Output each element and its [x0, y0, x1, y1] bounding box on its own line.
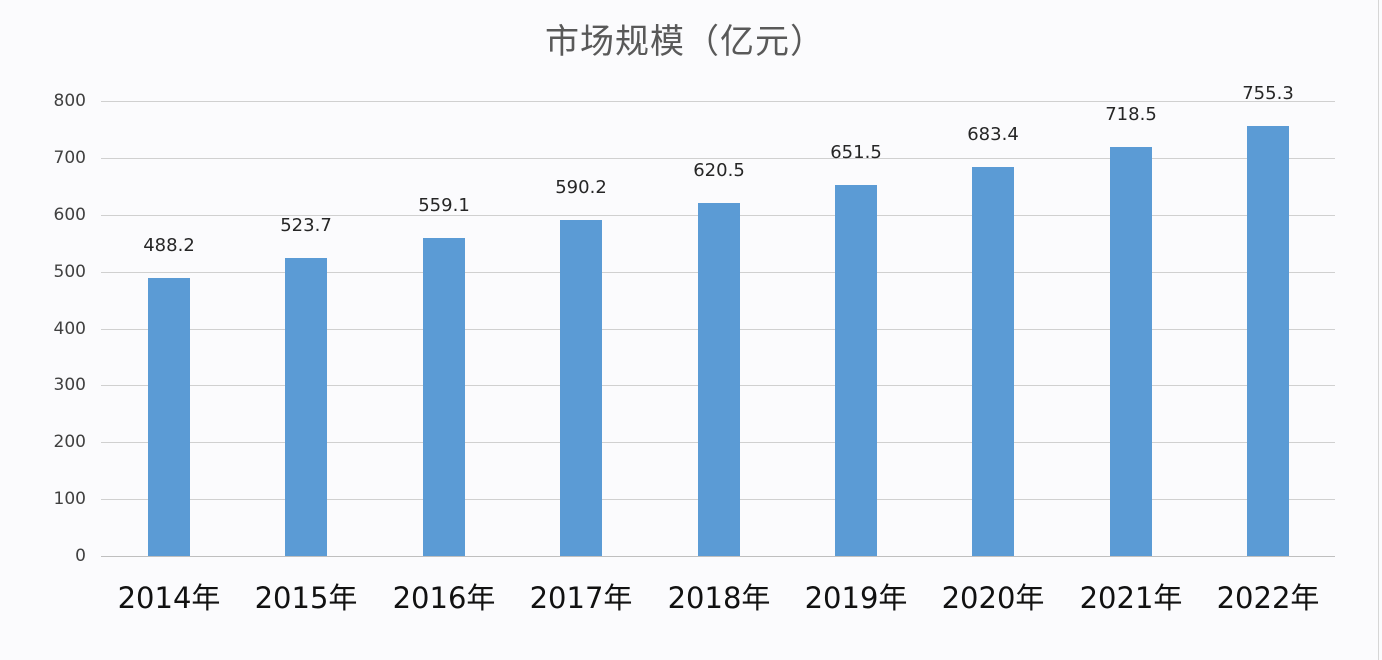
gridline — [101, 158, 1335, 159]
x-tick-label: 2022年 — [1216, 581, 1320, 615]
data-label: 718.5 — [1105, 104, 1157, 125]
data-label: 590.2 — [555, 177, 607, 198]
gridline — [101, 101, 1335, 102]
x-tick-label: 2018年 — [667, 581, 771, 615]
y-tick-label: 700 — [53, 148, 86, 168]
y-tick-label: 0 — [75, 546, 86, 566]
bar-2014 — [148, 278, 190, 556]
bar-2017 — [560, 220, 602, 556]
y-tick-label: 400 — [53, 319, 86, 339]
data-label: 755.3 — [1242, 83, 1294, 104]
data-label: 559.1 — [418, 195, 470, 216]
bar-2016 — [423, 238, 465, 556]
y-tick-label: 800 — [53, 91, 86, 111]
data-label: 620.5 — [693, 160, 745, 181]
bar-2021 — [1110, 147, 1152, 556]
y-tick-label: 200 — [53, 432, 86, 452]
bar-2022 — [1247, 126, 1289, 556]
x-tick-label: 2020年 — [941, 581, 1045, 615]
bar-2018 — [698, 203, 740, 556]
x-tick-label: 2019年 — [804, 581, 908, 615]
y-tick-label: 300 — [53, 375, 86, 395]
x-tick-label: 2017年 — [529, 581, 633, 615]
chart-title: 市场规模（亿元） — [545, 22, 825, 62]
x-tick-label: 2015年 — [254, 581, 358, 615]
data-label: 523.7 — [280, 215, 332, 236]
window-edge-divider — [1378, 0, 1379, 660]
bar-2015 — [285, 258, 327, 556]
x-tick-label: 2016年 — [392, 581, 496, 615]
y-tick-label: 600 — [53, 205, 86, 225]
data-label: 488.2 — [143, 235, 195, 256]
y-tick-label: 100 — [53, 489, 86, 509]
data-label: 651.5 — [830, 142, 882, 163]
x-tick-label: 2014年 — [117, 581, 221, 615]
bar-2020 — [972, 167, 1014, 556]
bar-2019 — [835, 185, 877, 556]
data-label: 683.4 — [967, 124, 1019, 145]
x-axis-line — [101, 556, 1335, 557]
y-tick-label: 500 — [53, 262, 86, 282]
x-tick-label: 2021年 — [1079, 581, 1183, 615]
